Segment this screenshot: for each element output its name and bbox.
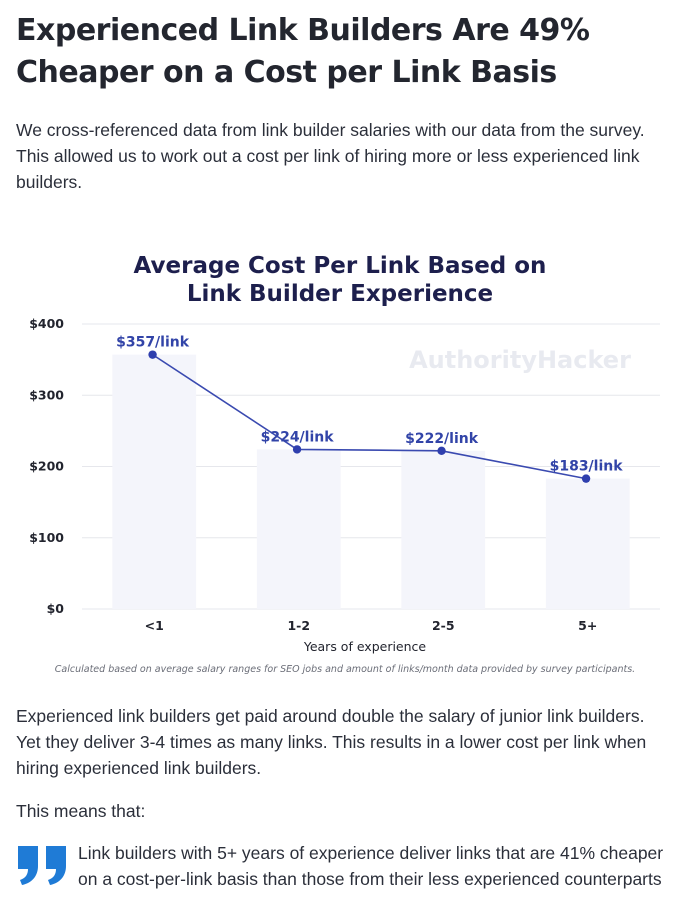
x-tick-label: <1 xyxy=(145,618,164,633)
x-tick-label: 5+ xyxy=(578,618,597,633)
data-label: $222/link xyxy=(405,431,479,447)
cost-per-link-chart: Average Cost Per Link Based on Link Buil… xyxy=(20,240,670,680)
series-line xyxy=(152,353,587,480)
data-point xyxy=(148,350,157,359)
data-label: $183/link xyxy=(550,459,624,475)
data-label: $224/link xyxy=(261,429,335,445)
y-tick-label: $0 xyxy=(47,601,65,616)
data-point xyxy=(437,446,446,456)
blockquote: Link builders with 5+ years of experienc… xyxy=(16,840,666,900)
watermark: AuthorityHacker xyxy=(409,346,631,374)
body-paragraph: Experienced link builders get paid aroun… xyxy=(16,706,647,778)
bar xyxy=(545,478,630,609)
bar xyxy=(112,354,197,609)
means-paragraph: This means that: xyxy=(16,801,146,821)
x-tick-label: 1-2 xyxy=(287,618,310,633)
quote-icon xyxy=(18,846,66,885)
chart-title-line-2: Link Builder Experience xyxy=(187,281,493,307)
y-tick-label: $200 xyxy=(29,459,64,474)
x-axis-label: Years of experience xyxy=(303,639,427,654)
y-tick-label: $300 xyxy=(29,387,64,402)
article-heading: Experienced Link Builders Are 49% Cheape… xyxy=(16,13,590,90)
y-tick-label: $400 xyxy=(29,316,64,331)
intro-paragraph: We cross-referenced data from link build… xyxy=(16,120,645,192)
data-label: $357/link xyxy=(116,335,190,351)
bar xyxy=(256,449,341,609)
data-point xyxy=(581,474,591,483)
quote-text: Link builders with 5+ years of experienc… xyxy=(78,843,664,889)
chart-svg: Average Cost Per Link Based on Link Buil… xyxy=(29,253,660,675)
x-tick-label: 2-5 xyxy=(432,618,455,633)
chart-title-line-1: Average Cost Per Link Based on xyxy=(134,253,547,279)
chart-footnote: Calculated based on average salary range… xyxy=(55,664,635,675)
data-point xyxy=(292,445,302,454)
bar xyxy=(401,450,486,609)
y-tick-label: $100 xyxy=(29,530,64,545)
